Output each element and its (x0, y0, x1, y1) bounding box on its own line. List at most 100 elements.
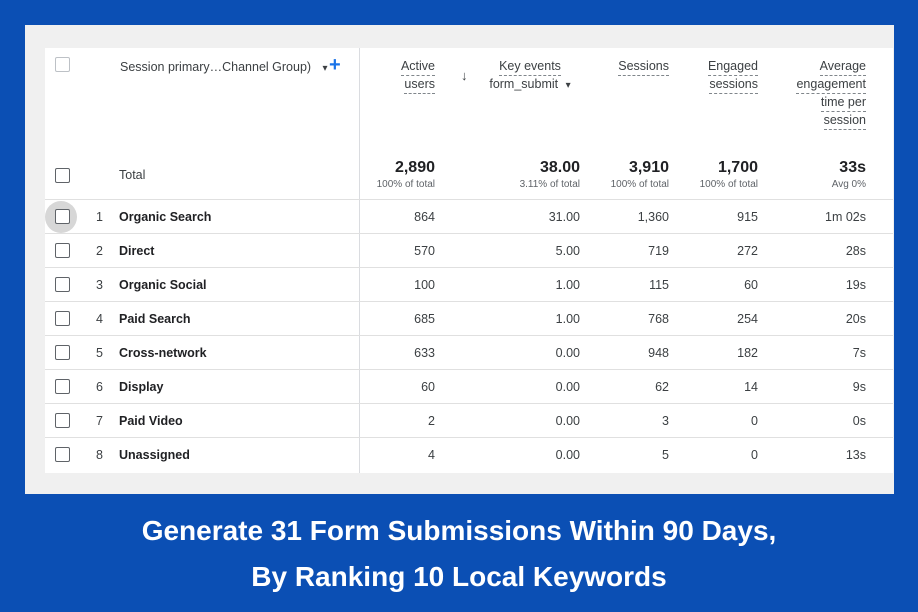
avg-time-value: 7s (852, 346, 866, 360)
row-checkbox[interactable] (55, 413, 70, 428)
header-engaged-sessions[interactable]: Engaged sessions (707, 58, 758, 94)
key-events-value: 0.00 (555, 380, 580, 394)
channel-name: Unassigned (119, 448, 190, 462)
sessions-value: 948 (648, 346, 669, 360)
key-events-value: 31.00 (548, 210, 580, 224)
table-row[interactable]: 5 Cross-network 633 0.00 948 182 7s (45, 335, 893, 370)
row-checkbox[interactable] (55, 447, 70, 462)
sessions-value: 3 (662, 414, 669, 428)
total-engaged: 1,700 (717, 159, 758, 176)
avg-time-value: 28s (845, 244, 866, 258)
total-sessions-pct: 100% of total (610, 179, 669, 190)
key-events-value: 1.00 (555, 312, 580, 326)
dimension-selector[interactable]: Session primary…Channel Group) ▾ (120, 60, 328, 74)
chevron-down-icon: ▾ (322, 63, 328, 74)
sessions-value: 5 (662, 448, 669, 462)
row-checkbox[interactable] (55, 243, 70, 258)
row-index: 7 (96, 414, 103, 428)
key-events-value: 0.00 (555, 448, 580, 462)
sessions-value: 768 (648, 312, 669, 326)
avg-time-value: 9s (852, 380, 866, 394)
row-index: 8 (96, 448, 103, 462)
sessions-value: 1,360 (637, 210, 669, 224)
row-index: 3 (96, 278, 103, 292)
table-row[interactable]: 7 Paid Video 2 0.00 3 0 0s (45, 403, 893, 438)
row-index: 2 (96, 244, 103, 258)
total-key-events: 38.00 (539, 159, 580, 176)
channel-name: Organic Search (119, 210, 212, 224)
sessions-value: 719 (648, 244, 669, 258)
sessions-value: 115 (649, 278, 669, 292)
total-active-users: 2,890 (394, 159, 435, 176)
row-index: 6 (96, 380, 103, 394)
total-avg-time: 33s (839, 159, 866, 176)
report-table: Session primary…Channel Group) ▾ + Activ… (45, 48, 893, 473)
caption-line-2: By Ranking 10 Local Keywords (251, 561, 667, 592)
active-users-value: 685 (414, 312, 435, 326)
key-events-value: 1.00 (555, 278, 580, 292)
engaged-value: 0 (751, 448, 758, 462)
table-row[interactable]: 8 Unassigned 4 0.00 5 0 13s (45, 437, 893, 472)
row-checkbox[interactable] (55, 209, 70, 224)
channel-name: Organic Social (119, 278, 207, 292)
table-row[interactable]: 2 Direct 570 5.00 719 272 28s (45, 233, 893, 268)
engaged-value: 272 (737, 244, 758, 258)
active-users-value: 864 (414, 210, 435, 224)
engaged-value: 182 (737, 346, 758, 360)
header-active-users[interactable]: Active users (400, 58, 435, 94)
table-row[interactable]: 1 Organic Search 864 31.00 1,360 915 1m … (45, 199, 893, 234)
header-key-events[interactable]: Key events form_submit ▾ (489, 59, 571, 91)
engaged-value: 915 (737, 210, 758, 224)
total-avg-time-pct: Avg 0% (831, 179, 866, 190)
dimension-label: Session primary…Channel Group) (120, 60, 312, 74)
row-checkbox[interactable] (55, 277, 70, 292)
add-dimension-icon[interactable]: + (329, 54, 341, 76)
avg-time-value: 1m 02s (825, 210, 866, 224)
caption-line-1: Generate 31 Form Submissions Within 90 D… (141, 515, 777, 546)
total-checkbox[interactable] (55, 168, 70, 183)
row-checkbox[interactable] (55, 311, 70, 326)
table-row[interactable]: 3 Organic Social 100 1.00 115 60 19s (45, 267, 893, 302)
row-index: 5 (96, 346, 103, 360)
engaged-value: 0 (751, 414, 758, 428)
total-active-users-pct: 100% of total (376, 179, 435, 190)
active-users-value: 2 (428, 414, 435, 428)
row-index: 1 (96, 210, 103, 224)
header-avg-engagement-time[interactable]: Average engagement time per session (796, 58, 866, 130)
promo-caption: Generate 31 Form Submissions Within 90 D… (0, 508, 918, 600)
avg-time-value: 13s (845, 448, 866, 462)
sort-arrow-icon[interactable]: ↓ (461, 68, 468, 83)
row-index: 4 (96, 312, 103, 326)
active-users-value: 60 (421, 380, 435, 394)
row-checkbox[interactable] (55, 379, 70, 394)
channel-name: Direct (119, 244, 155, 258)
total-sessions: 3,910 (628, 159, 669, 176)
chevron-down-icon: ▾ (565, 80, 571, 91)
total-key-events-pct: 3.11% of total (519, 179, 580, 190)
active-users-value: 633 (414, 346, 435, 360)
column-divider (359, 48, 360, 473)
active-users-value: 100 (414, 278, 435, 292)
header-sessions[interactable]: Sessions (618, 58, 669, 76)
key-events-value: 0.00 (555, 346, 580, 360)
avg-time-value: 20s (845, 312, 866, 326)
active-users-value: 570 (414, 244, 435, 258)
total-engaged-pct: 100% of total (699, 179, 758, 190)
channel-name: Paid Video (119, 414, 183, 428)
report-card: Session primary…Channel Group) ▾ + Activ… (25, 25, 894, 494)
sessions-value: 62 (655, 380, 669, 394)
channel-name: Paid Search (119, 312, 191, 326)
table-row[interactable]: 4 Paid Search 685 1.00 768 254 20s (45, 301, 893, 336)
key-events-value: 5.00 (555, 244, 580, 258)
engaged-value: 254 (737, 312, 758, 326)
avg-time-value: 19s (845, 278, 866, 292)
key-events-value: 0.00 (555, 414, 580, 428)
engaged-value: 14 (744, 380, 758, 394)
active-users-value: 4 (428, 448, 435, 462)
engaged-value: 60 (744, 278, 758, 292)
avg-time-value: 0s (852, 414, 866, 428)
row-checkbox[interactable] (55, 345, 70, 360)
total-label: Total (119, 168, 146, 182)
table-row[interactable]: 6 Display 60 0.00 62 14 9s (45, 369, 893, 404)
select-all-checkbox[interactable] (55, 57, 70, 72)
